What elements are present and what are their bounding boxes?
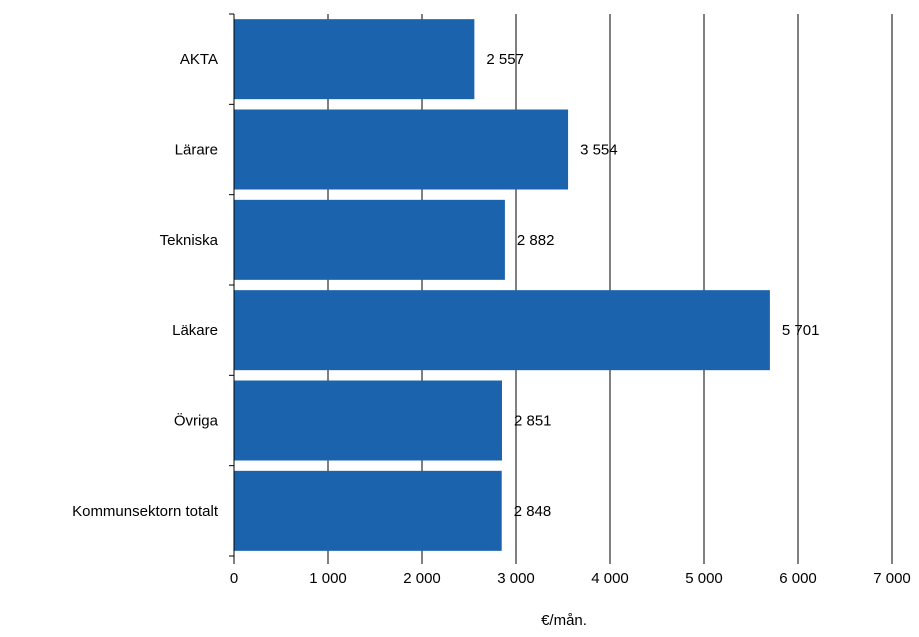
bars (234, 19, 770, 551)
bar-0 (234, 19, 475, 100)
data-label: 2 851 (514, 413, 552, 430)
data-label: 2 882 (517, 232, 555, 249)
data-label: 2 557 (486, 51, 524, 68)
gridlines (327, 14, 893, 556)
x-tick-label: 2 000 (403, 570, 441, 587)
bar-4 (234, 380, 502, 461)
bar-2 (234, 199, 505, 280)
x-tick-label: 1 000 (309, 570, 347, 587)
x-tick-label: 6 000 (779, 570, 817, 587)
category-label: Lärare (175, 142, 218, 159)
axes (229, 13, 893, 564)
bar-5 (234, 470, 502, 551)
data-label: 2 848 (514, 503, 552, 520)
x-tick-label: 7 000 (873, 570, 911, 587)
labels: 0 1 000 2 000 3 000 4 000 5 000 6 000 7 000 AKTA… (72, 51, 911, 587)
bar-1 (234, 109, 569, 190)
x-tick-label: 3 000 (497, 570, 535, 587)
category-label: Tekniska (160, 232, 219, 249)
data-label: 3 554 (580, 142, 618, 159)
x-tick-label: 5 000 (685, 570, 723, 587)
category-label: Övriga (174, 412, 219, 430)
x-tick-label: 0 (230, 570, 238, 587)
x-tick-label: 4 000 (591, 570, 629, 587)
bar-3 (234, 290, 770, 371)
data-label: 5 701 (782, 322, 820, 339)
category-label: AKTA (180, 51, 218, 68)
x-axis-title: €/mån. (541, 612, 587, 629)
category-label: Läkare (172, 322, 218, 339)
category-label: Kommunsektorn totalt (72, 503, 219, 520)
